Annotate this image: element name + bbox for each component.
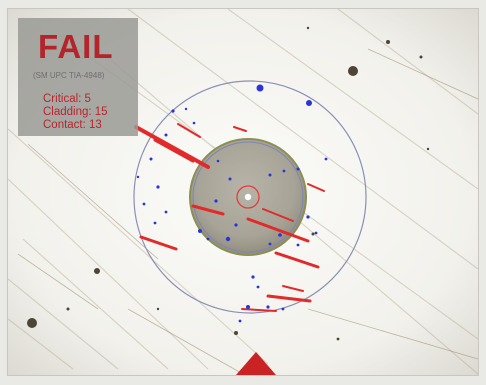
core-center [244, 193, 252, 201]
cladding-count: Cladding: 15 [43, 106, 108, 118]
contact-zone-ring [133, 80, 367, 314]
defect-counts: Critical: 5 Cladding: 15 Contact: 13 [43, 93, 108, 132]
dust-specks [27, 26, 430, 341]
defect-scratches-red [134, 123, 325, 312]
result-standard: (SM UPC TIA-4948) [33, 71, 105, 80]
core-zone-ring [236, 185, 260, 209]
critical-count: Critical: 5 [43, 93, 91, 105]
cladding-zone-ring [192, 141, 304, 253]
result-panel: FAIL (SM UPC TIA-4948) Critical: 5 Cladd… [18, 18, 138, 136]
contact-count: Contact: 13 [43, 119, 102, 131]
defect-particles-blue [136, 84, 328, 323]
result-status: FAIL [38, 28, 114, 65]
fiber-inspection-view: FAIL (SM UPC TIA-4948) Critical: 5 Cladd… [7, 8, 479, 376]
surface-scratches-dark [17, 48, 478, 375]
triangle-marker-icon [236, 352, 276, 375]
